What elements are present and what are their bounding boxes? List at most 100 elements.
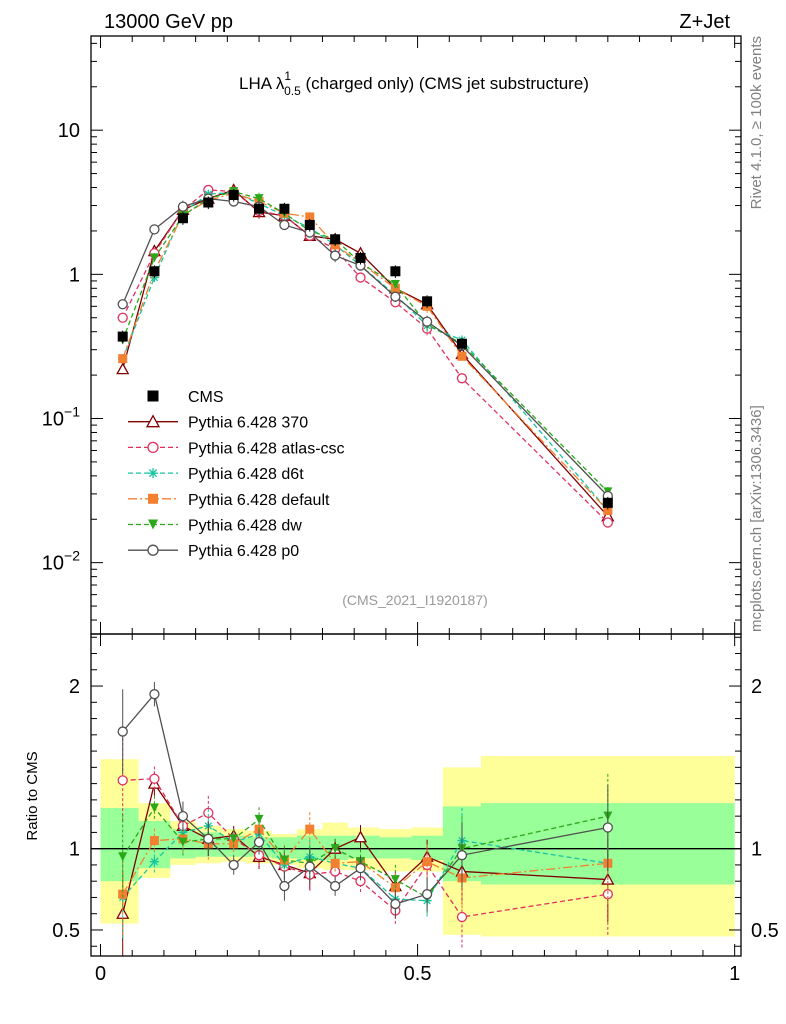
- point-cms: [228, 190, 239, 201]
- title-prefix: LHA λ: [239, 74, 285, 93]
- ratio-point-pythia-6-428-dw: [229, 834, 239, 844]
- ratio-point-pythia-6-428-p0: [456, 850, 468, 861]
- line-pythia-6-428-d6t: [122, 191, 609, 511]
- ratio-point-pythia-6-428-d6t: [149, 857, 159, 867]
- point-pythia-6-428-dw: [254, 194, 264, 204]
- legend-marker-pythia-6-428-atlas-csc: [147, 441, 159, 454]
- main-ytick-base: 10: [58, 120, 80, 142]
- point-pythia-6-428-default: [305, 212, 315, 222]
- ratio-ytick-label: 1: [69, 839, 80, 861]
- title-sup: 1: [284, 69, 291, 83]
- ratio-point-pythia-6-428-atlas-csc: [456, 911, 468, 923]
- ratio-ytick-label-right: 2: [751, 676, 762, 698]
- ratio-point-pythia-6-428-d6t: [279, 860, 289, 870]
- point-cms: [456, 338, 467, 349]
- ratio-point-pythia-6-428-dw: [254, 814, 264, 824]
- point-cms: [390, 266, 401, 277]
- ratio-point-pythia-6-428-p0: [329, 880, 341, 892]
- point-pythia-6-428-p0: [117, 299, 128, 310]
- ratio-point-pythia-6-428-default: [118, 889, 128, 899]
- main-ytick-exponent: −1: [64, 403, 80, 419]
- ratio-point-pythia-6-428-dw: [390, 875, 400, 885]
- ratio-point-pythia-6-428-atlas-csc: [203, 807, 214, 819]
- line-pythia-6-428-default: [122, 192, 609, 511]
- main-ytick-label: 10−1: [42, 403, 80, 430]
- main-panel-series: [116, 183, 615, 528]
- point-pythia-6-428-default: [118, 354, 128, 364]
- ratio-ylabel: Ratio to CMS: [24, 751, 41, 840]
- ratio-point-pythia-6-428-dw: [149, 803, 159, 813]
- ratio-point-pythia-6-428-p0: [602, 822, 613, 833]
- ratio-xtick-label: 0: [95, 963, 106, 985]
- legend-marker-pythia-6-428-370: [145, 414, 161, 428]
- ratio-point-pythia-6-428-atlas-csc: [149, 773, 160, 784]
- point-cms: [602, 497, 613, 508]
- ratio-point-pythia-6-428-default: [305, 824, 315, 834]
- point-cms: [279, 203, 290, 214]
- ratio-ytick-label: 2: [69, 676, 80, 698]
- point-cms: [330, 234, 341, 245]
- ratio-point-pythia-6-428-dw: [118, 852, 128, 862]
- point-pythia-6-428-atlas-csc: [456, 373, 468, 384]
- ratio-point-pythia-6-428-p0: [421, 889, 433, 900]
- main-ytick-exponent: −2: [64, 548, 80, 564]
- point-pythia-6-428-default: [603, 506, 613, 516]
- legend-marker-pythia-6-428-d6t: [148, 468, 158, 479]
- point-cms: [355, 252, 366, 263]
- ratio-line-pythia-6-428-d6t: [122, 825, 608, 902]
- ratio-frame: [90, 633, 742, 957]
- point-pythia-6-428-p0: [177, 201, 189, 212]
- legend-marker-cms: [147, 390, 159, 402]
- legend-label-pythia-6-428-p0: Pythia 6.428 p0: [188, 543, 299, 560]
- legend-marker-pythia-6-428-dw: [148, 519, 158, 530]
- band-inner-0: [100, 808, 139, 882]
- ratio-point-pythia-6-428-p0: [253, 837, 265, 848]
- point-pythia-6-428-p0: [421, 316, 433, 327]
- point-pythia-6-428-dw: [390, 280, 400, 290]
- legend-label-pythia-6-428-atlas-csc: Pythia 6.428 atlas-csc: [188, 440, 345, 457]
- ratio-ytick-label-right: 0.5: [751, 920, 779, 942]
- ratio-point-pythia-6-428-default: [330, 858, 340, 868]
- site-label: mcplots.cern.ch [arXiv:1306.3436]: [748, 405, 765, 632]
- point-cms: [117, 331, 128, 342]
- ratio-point-pythia-6-428-p0: [203, 833, 214, 845]
- ratio-point-pythia-6-428-p0: [228, 859, 239, 871]
- point-pythia-6-428-p0: [149, 224, 160, 235]
- point-pythia-6-428-atlas-csc: [602, 517, 613, 528]
- process-label: Z+Jet: [679, 11, 730, 33]
- point-pythia-6-428-dw: [149, 253, 159, 263]
- ratio-point-pythia-6-428-p0: [390, 898, 401, 910]
- ratio-ytick-label: 0.5: [52, 920, 80, 942]
- point-cms: [254, 203, 265, 214]
- ratio-point-pythia-6-428-p0: [304, 861, 315, 872]
- analysis-label: (CMS_2021_I1920187): [342, 592, 488, 608]
- main-ytick-label: 10−2: [42, 548, 80, 575]
- ratio-point-pythia-6-428-default: [422, 857, 432, 867]
- energy-label: 13000 GeV pp: [104, 11, 233, 33]
- point-cms: [203, 197, 214, 208]
- ratio-panel-series: [91, 681, 741, 956]
- point-cms: [422, 296, 433, 307]
- ratio-point-pythia-6-428-p0: [117, 726, 128, 737]
- ratio-point-pythia-6-428-default: [229, 839, 239, 849]
- point-pythia-6-428-atlas-csc: [355, 272, 366, 283]
- ratio-point-pythia-6-428-370: [353, 830, 368, 843]
- ratio-point-pythia-6-428-dw: [279, 855, 289, 865]
- ratio-point-pythia-6-428-dw: [330, 844, 340, 854]
- ratio-point-pythia-6-428-atlas-csc: [117, 775, 128, 786]
- ratio-point-pythia-6-428-default: [149, 836, 159, 846]
- band-inner-10: [379, 837, 412, 859]
- legend-label-pythia-6-428-dw: Pythia 6.428 dw: [188, 518, 302, 535]
- legend: CMS Pythia 6.428 370 Pythia 6.428 atlas-cs…: [128, 389, 345, 560]
- ratio-line-pythia-6-428-dw: [122, 806, 608, 899]
- ratio-point-pythia-6-428-p0: [355, 863, 366, 874]
- point-cms: [177, 213, 188, 224]
- ratio-point-pythia-6-428-p0: [177, 810, 189, 822]
- point-pythia-6-428-p0: [390, 291, 401, 302]
- point-pythia-6-428-p0: [279, 219, 290, 231]
- ratio-xtick-label: 1: [729, 963, 740, 985]
- legend-marker-pythia-6-428-p0: [147, 544, 159, 556]
- legend-label-pythia-6-428-d6t: Pythia 6.428 d6t: [188, 466, 304, 483]
- point-pythia-6-428-p0: [329, 250, 341, 261]
